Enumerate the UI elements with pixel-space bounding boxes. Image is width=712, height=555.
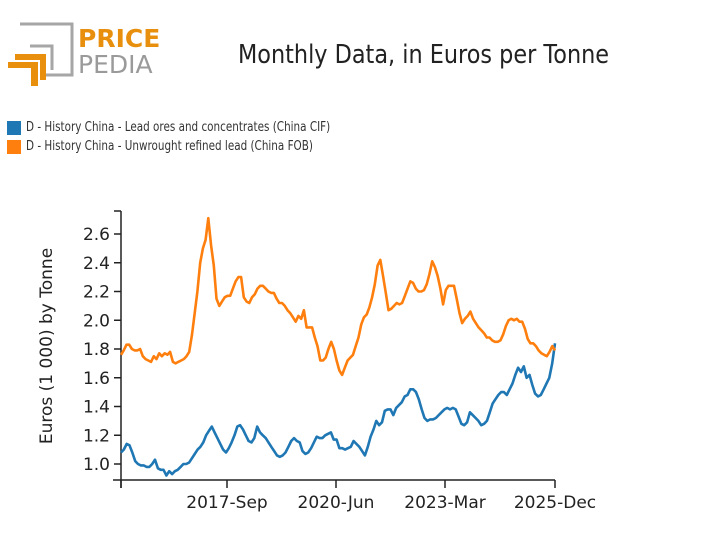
y-tick-label: 1.2 — [83, 426, 110, 446]
y-axis-title: Euros (1 000) by Tonne — [37, 248, 57, 444]
y-tick-label: 1.8 — [83, 340, 110, 360]
series-line-refined-lead — [119, 216, 557, 377]
x-tick-label: 2017-Sep — [186, 493, 267, 513]
series-lines — [119, 216, 557, 477]
x-tick-label: 2020-Jun — [298, 493, 375, 513]
legend: D - History China - Lead ores and concen… — [7, 118, 406, 156]
series-line-lead-ores — [120, 343, 557, 477]
x-tick-label: 2025-Dec — [514, 493, 596, 513]
y-tick-label: 2.0 — [83, 311, 110, 331]
pricepedia-logo-icon — [8, 22, 74, 86]
x-tick-label: 2023-Mar — [404, 493, 485, 513]
legend-item-lead-ores[interactable]: D - History China - Lead ores and concen… — [7, 118, 406, 137]
legend-swatch-blue — [7, 120, 21, 135]
legend-label: D - History China - Unwrought refined le… — [26, 139, 313, 154]
y-tick-label: 1.0 — [83, 455, 110, 475]
y-tick-label: 1.6 — [83, 369, 110, 389]
legend-label: D - History China - Lead ores and concen… — [26, 120, 331, 135]
y-tick-label: 2.2 — [83, 283, 110, 303]
y-tick-label: 2.4 — [83, 254, 110, 274]
chart-title: Monthly Data, in Euros per Tonne — [238, 40, 610, 70]
legend-item-refined-lead[interactable]: D - History China - Unwrought refined le… — [7, 137, 406, 156]
brand-line2: PEDIA — [78, 50, 153, 79]
brand-line1: PRICE — [78, 24, 161, 53]
pricepedia-logo: PRICE PEDIA — [0, 0, 200, 100]
y-tick-label: 1.4 — [83, 398, 110, 418]
legend-swatch-orange — [7, 139, 21, 154]
y-tick-label: 2.6 — [83, 225, 110, 245]
axes: 1.0 1.2 1.4 1.6 1.8 2.0 2.2 2.4 2.6 2017-Sep 2020-… — [83, 210, 596, 513]
